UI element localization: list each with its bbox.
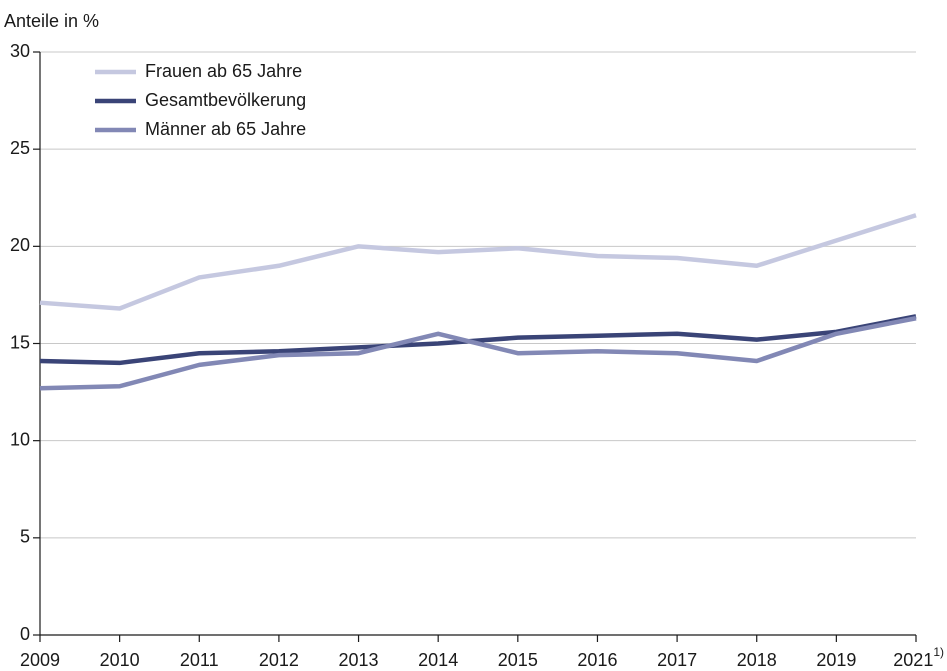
legend-label: Männer ab 65 Jahre [145,119,306,139]
x-footnote: 1) [933,645,944,659]
x-tick-label: 2012 [259,650,299,670]
y-tick-label: 30 [10,41,30,61]
x-tick-label: 2018 [737,650,777,670]
series-line [39,213,917,311]
x-tick-label: 2013 [339,650,379,670]
x-tick-label: 2016 [577,650,617,670]
y-tick-label: 25 [10,138,30,158]
x-tick-text: 2015 [498,650,538,670]
x-tick-label: 2017 [657,650,697,670]
x-tick-label: 2009 [20,650,60,670]
y-axis-label: Anteile in % [4,11,99,31]
y-tick-label: 15 [10,332,30,352]
x-tick-text: 2012 [259,650,299,670]
x-tick-text: 2009 [20,650,60,670]
y-tick-label: 5 [20,527,30,547]
x-tick-text: 2019 [816,650,856,670]
x-tick-text: 2010 [100,650,140,670]
x-tick-text: 2017 [657,650,697,670]
x-tick-label: 20211) [893,645,944,670]
series-line [39,314,917,366]
legend-label: Gesamtbevölkerung [145,90,306,110]
x-tick-text: 2021 [893,650,933,670]
x-tick-label: 2015 [498,650,538,670]
x-tick-label: 2014 [418,650,458,670]
x-tick-text: 2013 [339,650,379,670]
y-tick-label: 20 [10,235,30,255]
legend-label: Frauen ab 65 Jahre [145,61,302,81]
x-tick-text: 2016 [577,650,617,670]
y-tick-label: 0 [20,624,30,644]
x-tick-text: 2014 [418,650,458,670]
series-line [39,316,917,391]
x-tick-label: 2010 [100,650,140,670]
x-tick-text: 2011 [180,650,219,670]
y-tick-label: 10 [10,429,30,449]
x-tick-label: 2011 [180,650,219,670]
x-tick-label: 2019 [816,650,856,670]
x-tick-text: 2018 [737,650,777,670]
